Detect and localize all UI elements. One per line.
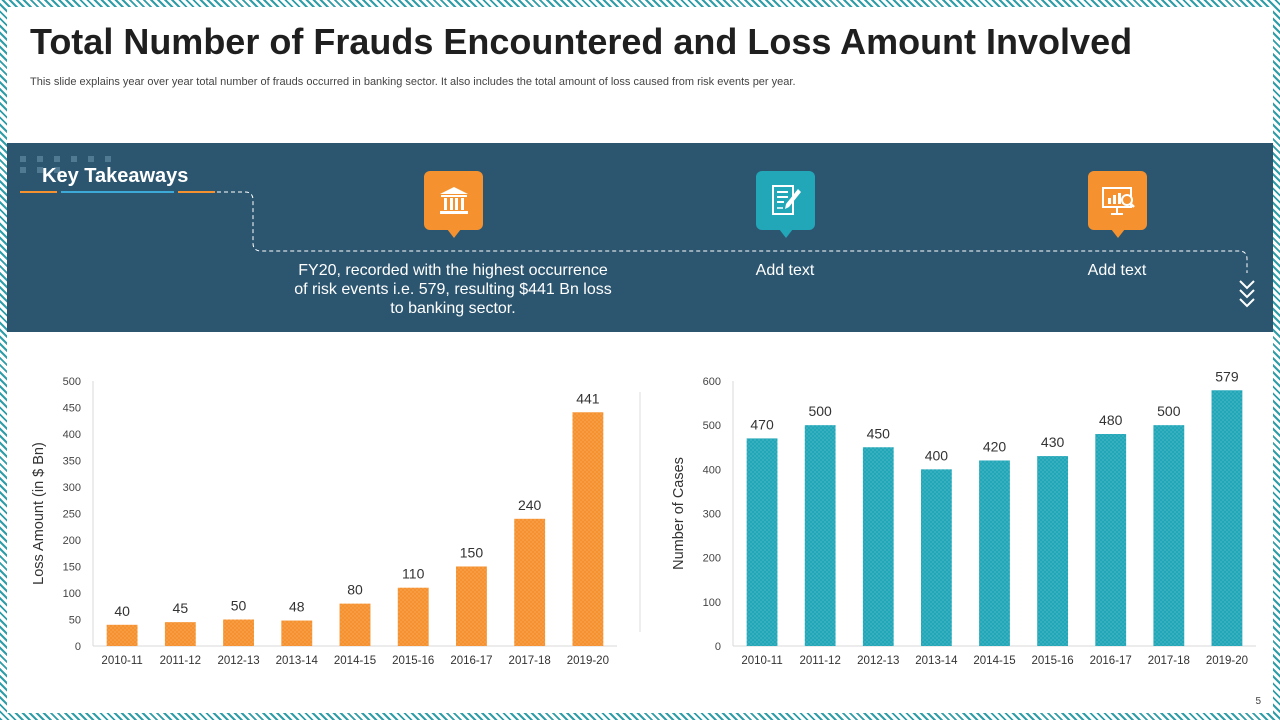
cases-x-tick-label: 2017-18: [1148, 655, 1190, 667]
presentation-search-icon: [1101, 186, 1135, 215]
loss-x-tick-label: 2015-16: [392, 655, 434, 667]
loss-y-tick-label: 350: [63, 456, 81, 468]
loss-data-label: 48: [289, 599, 305, 615]
loss-bar: [397, 587, 429, 646]
document-edit-icon: [771, 184, 801, 215]
loss-bar: [106, 624, 138, 646]
takeaway-2-tile: [756, 171, 815, 238]
cases-data-label: 400: [925, 447, 949, 463]
chevron-down-icon: [1239, 280, 1255, 308]
loss-bar: [223, 619, 254, 646]
cases-x-tick-label: 2011-12: [799, 655, 840, 667]
takeaway-3-text: Add text: [1087, 262, 1147, 279]
loss-x-tick-label: 2014-15: [334, 655, 376, 667]
cases-data-label: 450: [867, 425, 891, 441]
chart-divider: [639, 392, 641, 632]
loss-amount-chart: 0 50 100 150 200 250 300 350 400 450 500 40 2010-11 4…: [31, 376, 617, 667]
cases-x-tick-label: 2015-16: [1032, 655, 1074, 667]
loss-y-axis-label: Loss Amount (in $ Bn): [31, 442, 47, 585]
cases-data-label: 480: [1099, 412, 1123, 428]
cases-y-tick-label: 0: [715, 641, 721, 653]
cases-data-label: 500: [1157, 403, 1181, 419]
loss-x-tick-label: 2012-13: [217, 655, 259, 667]
loss-y-tick-label: 450: [63, 403, 81, 415]
cases-y-tick-label: 400: [703, 464, 721, 476]
cases-y-tick-label: 100: [703, 597, 721, 609]
cases-x-tick-label: 2019-20: [1206, 655, 1248, 667]
cases-y-tick-label: 200: [703, 553, 721, 565]
key-takeaways-band: Key Takeaways: [7, 143, 1273, 332]
cases-x-tick-label: 2012-13: [857, 655, 899, 667]
loss-data-label: 40: [114, 603, 130, 619]
cases-bar: [746, 438, 778, 646]
takeaway-1-text: FY20, recorded with the highest occurren…: [294, 262, 612, 317]
loss-data-label: 441: [576, 390, 600, 406]
cases-data-label: 470: [750, 416, 774, 432]
cases-bar: [1211, 390, 1243, 646]
loss-y-tick-label: 400: [63, 429, 81, 441]
loss-data-label: 240: [518, 497, 542, 513]
cases-bar: [920, 469, 952, 646]
takeaway-2-text: Add text: [755, 262, 815, 279]
cases-bar: [862, 447, 894, 646]
cases-x-tick-label: 2014-15: [973, 655, 1015, 667]
loss-bar: [339, 603, 371, 646]
fraud-cases-chart: 0 100 200 300 400 500 600 470 2010-11 500 2011-12 4…: [671, 368, 1256, 667]
cases-data-label: 420: [983, 439, 1007, 455]
loss-x-tick-label: 2010-11: [101, 655, 142, 667]
loss-y-tick-label: 250: [63, 509, 81, 521]
cases-y-axis-label: Number of Cases: [671, 457, 687, 570]
cases-bar: [1095, 434, 1127, 646]
page-number: 5: [1255, 696, 1261, 707]
takeaway-3-tile: [1088, 171, 1147, 238]
loss-y-tick-label: 500: [63, 376, 81, 388]
loss-data-label: 45: [173, 600, 189, 616]
cases-x-tick-label: 2010-11: [741, 655, 782, 667]
loss-x-tick-label: 2017-18: [509, 655, 551, 667]
loss-data-label: 150: [460, 545, 484, 561]
slide: Total Number of Frauds Encountered and L…: [7, 7, 1273, 713]
decorative-dots-icon: [20, 156, 111, 173]
loss-y-tick-label: 0: [75, 641, 81, 653]
loss-y-tick-label: 300: [63, 482, 81, 494]
page-subtitle: This slide explains year over year total…: [30, 76, 796, 88]
loss-bar: [456, 566, 487, 646]
takeaway-1-tile: [424, 171, 483, 238]
cases-x-tick-label: 2013-14: [915, 655, 958, 667]
loss-y-tick-label: 150: [63, 562, 81, 574]
cases-bar: [979, 460, 1010, 646]
cases-x-tick-label: 2016-17: [1090, 655, 1132, 667]
takeaway-connector: [20, 191, 1248, 273]
cases-bar: [804, 425, 836, 646]
key-takeaways-heading: Key Takeaways: [42, 165, 189, 187]
loss-x-tick-label: 2011-12: [160, 655, 201, 667]
loss-bar: [281, 620, 313, 646]
loss-data-label: 50: [231, 598, 247, 614]
cases-data-label: 579: [1215, 368, 1239, 384]
loss-data-label: 80: [347, 582, 363, 598]
loss-y-tick-label: 100: [63, 588, 81, 600]
loss-bar: [514, 518, 546, 646]
page-title: Total Number of Frauds Encountered and L…: [30, 21, 1133, 62]
loss-y-tick-label: 200: [63, 535, 81, 547]
cases-data-label: 430: [1041, 434, 1065, 450]
cases-y-tick-label: 500: [703, 420, 721, 432]
loss-x-tick-label: 2019-20: [567, 655, 609, 667]
loss-bar: [572, 412, 604, 646]
loss-y-tick-label: 50: [69, 615, 81, 627]
cases-data-label: 500: [808, 403, 832, 419]
loss-data-label: 110: [402, 566, 425, 582]
loss-x-tick-label: 2016-17: [450, 655, 492, 667]
bank-icon: [439, 186, 468, 214]
cases-y-tick-label: 300: [703, 509, 721, 521]
cases-bar: [1153, 425, 1185, 646]
cases-y-tick-label: 600: [703, 376, 721, 388]
loss-x-tick-label: 2013-14: [276, 655, 319, 667]
cases-bar: [1037, 456, 1069, 646]
loss-bar: [164, 622, 196, 646]
